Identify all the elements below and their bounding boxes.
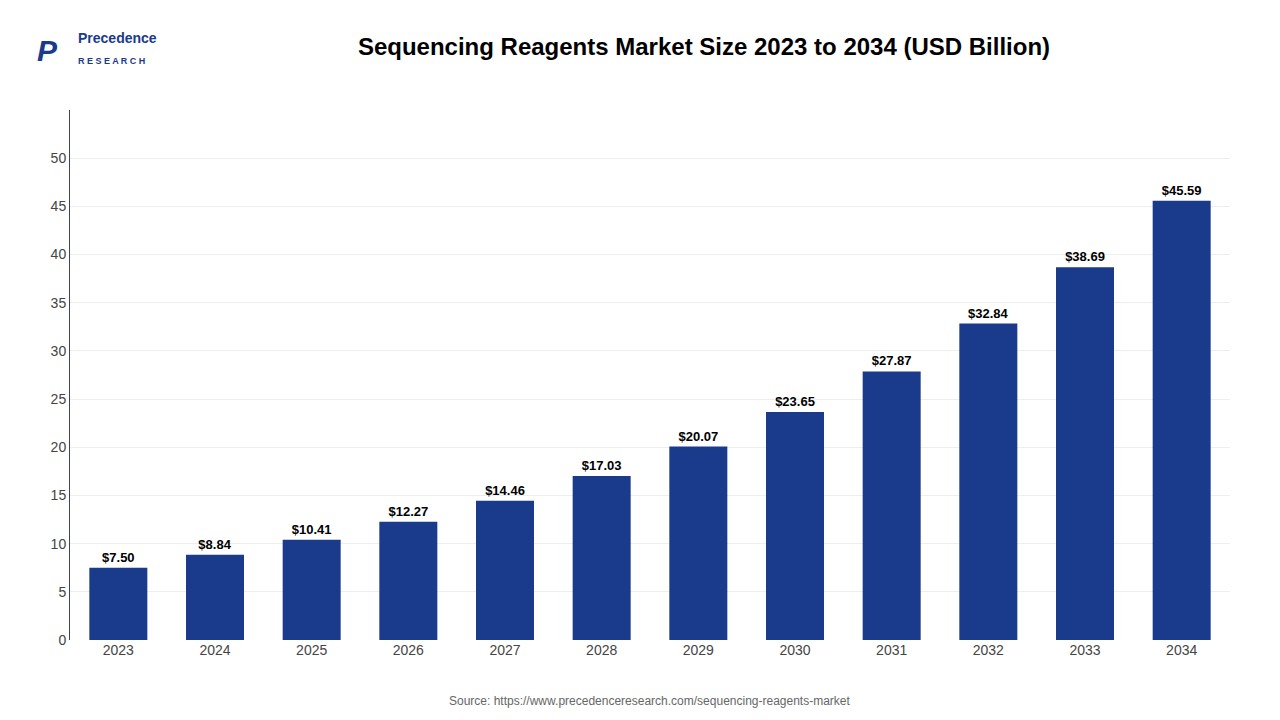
svg-text:50: 50 — [51, 150, 67, 166]
svg-text:2030: 2030 — [779, 642, 810, 658]
svg-text:Precedence: Precedence — [78, 30, 157, 46]
svg-text:2034: 2034 — [1166, 642, 1197, 658]
svg-text:$8.84: $8.84 — [198, 537, 231, 552]
svg-text:$7.50: $7.50 — [102, 550, 135, 565]
svg-text:2033: 2033 — [1069, 642, 1100, 658]
svg-text:$45.59: $45.59 — [1162, 183, 1202, 198]
svg-text:$10.41: $10.41 — [292, 522, 332, 537]
svg-text:2024: 2024 — [199, 642, 230, 658]
svg-text:$38.69: $38.69 — [1065, 249, 1105, 264]
svg-text:2023: 2023 — [103, 642, 134, 658]
svg-text:2029: 2029 — [683, 642, 714, 658]
svg-text:R E S E A R C H: R E S E A R C H — [78, 56, 145, 66]
svg-text:30: 30 — [51, 343, 67, 359]
svg-text:Sequencing Reagents Market Siz: Sequencing Reagents Market Size 2023 to … — [358, 33, 1050, 60]
svg-text:2025: 2025 — [296, 642, 327, 658]
svg-text:$20.07: $20.07 — [678, 429, 718, 444]
svg-text:2032: 2032 — [973, 642, 1004, 658]
svg-text:35: 35 — [51, 295, 67, 311]
svg-text:0: 0 — [58, 632, 66, 648]
svg-text:P: P — [37, 34, 58, 67]
svg-text:2031: 2031 — [876, 642, 907, 658]
svg-text:45: 45 — [51, 198, 67, 214]
svg-text:$23.65: $23.65 — [775, 394, 815, 409]
svg-text:2028: 2028 — [586, 642, 617, 658]
svg-text:Source: https://www.precedence: Source: https://www.precedenceresearch.c… — [449, 694, 851, 708]
svg-text:$17.03: $17.03 — [582, 458, 622, 473]
svg-text:10: 10 — [51, 536, 67, 552]
svg-text:40: 40 — [51, 246, 67, 262]
svg-text:25: 25 — [51, 391, 67, 407]
svg-text:20: 20 — [51, 439, 67, 455]
svg-text:2026: 2026 — [393, 642, 424, 658]
svg-text:$12.27: $12.27 — [388, 504, 428, 519]
svg-text:2027: 2027 — [489, 642, 520, 658]
svg-text:$32.84: $32.84 — [968, 306, 1009, 321]
svg-text:$27.87: $27.87 — [872, 353, 912, 368]
svg-text:5: 5 — [58, 584, 66, 600]
svg-text:15: 15 — [51, 487, 67, 503]
svg-text:$14.46: $14.46 — [485, 483, 525, 498]
